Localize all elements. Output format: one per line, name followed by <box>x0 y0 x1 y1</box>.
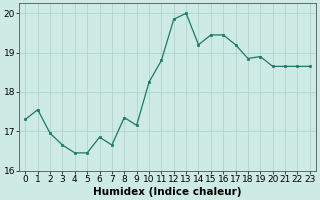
X-axis label: Humidex (Indice chaleur): Humidex (Indice chaleur) <box>93 187 242 197</box>
